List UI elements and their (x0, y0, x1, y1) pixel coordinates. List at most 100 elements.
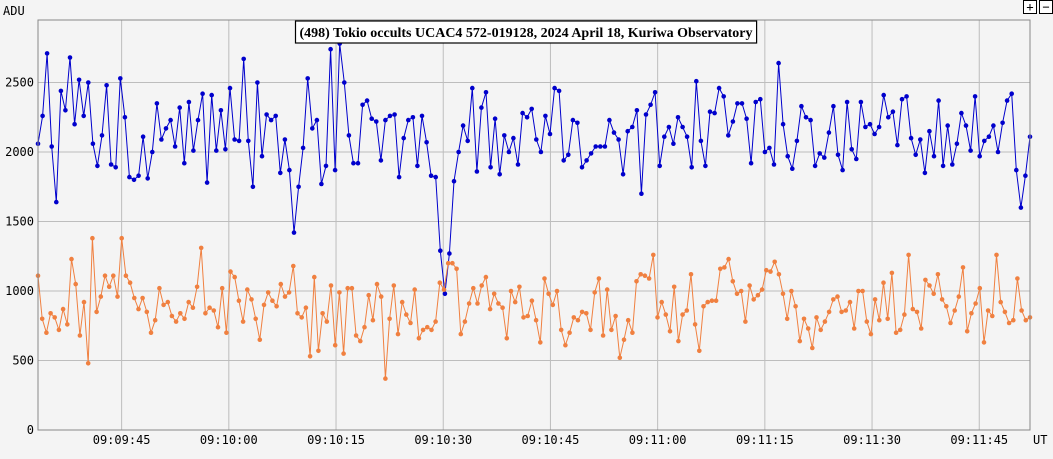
data-point (270, 298, 275, 304)
data-point (90, 235, 95, 241)
data-point (374, 281, 380, 287)
data-point (328, 46, 333, 52)
data-point (399, 299, 405, 305)
data-point (945, 123, 950, 128)
x-tick-label: 09:11:30 (843, 433, 901, 447)
data-point (408, 320, 413, 326)
data-point (223, 147, 228, 152)
data-point (646, 276, 652, 281)
data-point (282, 137, 288, 142)
data-point (90, 141, 96, 146)
data-point (692, 322, 698, 327)
data-point (508, 288, 514, 294)
data-point (634, 108, 640, 113)
data-point (207, 305, 212, 311)
data-point (784, 316, 790, 322)
data-point (456, 149, 461, 155)
data-point (890, 109, 896, 114)
data-point (320, 311, 325, 316)
data-point (1014, 167, 1019, 173)
data-point (939, 297, 945, 302)
data-point (81, 113, 86, 119)
data-point (255, 80, 260, 85)
data-point (918, 326, 924, 331)
data-point (295, 311, 300, 316)
data-point (159, 137, 164, 142)
data-point (734, 291, 740, 297)
data-point (104, 83, 109, 88)
data-point (261, 302, 267, 308)
zoom-in-button[interactable]: + (1023, 0, 1037, 14)
data-point (73, 281, 78, 287)
data-point (442, 291, 448, 297)
data-point (759, 287, 765, 292)
data-point (369, 116, 375, 121)
data-point (762, 149, 768, 155)
data-point (972, 94, 978, 99)
data-point (342, 80, 347, 85)
data-point (758, 96, 763, 102)
data-point (451, 178, 457, 184)
data-point (546, 291, 551, 297)
data-point (391, 283, 397, 288)
data-point (753, 99, 758, 105)
data-point (767, 145, 772, 151)
x-tick-label: 09:10:15 (307, 433, 365, 447)
data-point (99, 133, 105, 138)
data-point (547, 131, 553, 137)
data-point (817, 151, 822, 156)
data-point (981, 340, 987, 345)
data-point (65, 322, 70, 327)
data-point (860, 288, 865, 294)
data-point (404, 312, 409, 317)
data-point (115, 294, 120, 299)
data-point (445, 260, 451, 266)
data-point (818, 327, 823, 333)
data-point (460, 123, 466, 128)
data-point (659, 299, 664, 305)
data-point (106, 284, 112, 290)
data-point (441, 287, 447, 292)
data-point (542, 276, 547, 281)
data-point (190, 305, 196, 311)
data-point (487, 306, 493, 312)
data-point (310, 126, 315, 131)
data-point (332, 167, 338, 173)
data-point (44, 51, 50, 56)
data-point (194, 284, 200, 290)
data-point (982, 138, 987, 144)
data-point (566, 152, 571, 158)
data-point (990, 313, 995, 319)
data-point (771, 162, 777, 167)
data-point (561, 158, 566, 163)
data-point (437, 280, 443, 286)
data-point (960, 265, 966, 270)
data-point (810, 345, 815, 351)
data-point (639, 191, 644, 196)
data-point (625, 317, 631, 323)
zoom-out-button[interactable]: − (1039, 0, 1053, 14)
data-point (718, 266, 723, 272)
data-point (324, 319, 330, 324)
data-point (268, 117, 274, 123)
data-point (525, 313, 530, 319)
data-point (466, 301, 472, 306)
data-point (364, 98, 370, 103)
data-point (497, 172, 503, 177)
data-point (429, 327, 434, 333)
data-point (803, 115, 809, 120)
data-point (738, 288, 744, 294)
data-point (345, 285, 351, 291)
data-point (60, 306, 66, 312)
data-point (902, 312, 907, 317)
data-point (826, 309, 832, 315)
data-point (209, 92, 214, 98)
data-point (835, 294, 840, 299)
data-point (675, 115, 681, 120)
data-point (707, 109, 713, 114)
data-point (186, 299, 191, 305)
data-point (652, 90, 658, 95)
data-point (178, 311, 183, 316)
y-tick-label: 0 (27, 423, 34, 437)
data-point (689, 165, 694, 170)
